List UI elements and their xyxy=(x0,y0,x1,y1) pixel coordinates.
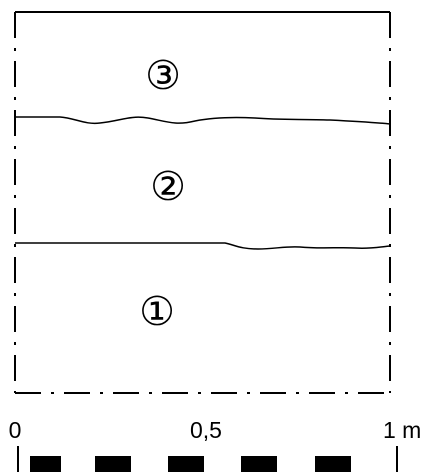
scale-segment-1 xyxy=(30,456,61,472)
boundary-layer-2-1 xyxy=(15,242,391,250)
layer-2-label: ② xyxy=(150,164,186,210)
scale-bar: 0 0,5 1 m xyxy=(9,417,421,472)
scale-segment-2 xyxy=(95,456,131,472)
layer-3-label: ③ xyxy=(145,53,181,99)
scale-label-zero: 0 xyxy=(9,417,22,443)
layer-boundaries xyxy=(15,116,391,250)
scale-segment-5 xyxy=(315,456,351,472)
scale-segment-3 xyxy=(168,456,204,472)
scale-label-half: 0,5 xyxy=(190,417,222,443)
boundary-layer-3-2 xyxy=(15,116,391,125)
profile-frame xyxy=(14,11,391,394)
layer-1-label: ① xyxy=(139,289,175,335)
scale-label-one-meter: 1 m xyxy=(383,417,421,443)
scale-segment-4 xyxy=(241,456,277,472)
scale-segments xyxy=(30,456,351,472)
